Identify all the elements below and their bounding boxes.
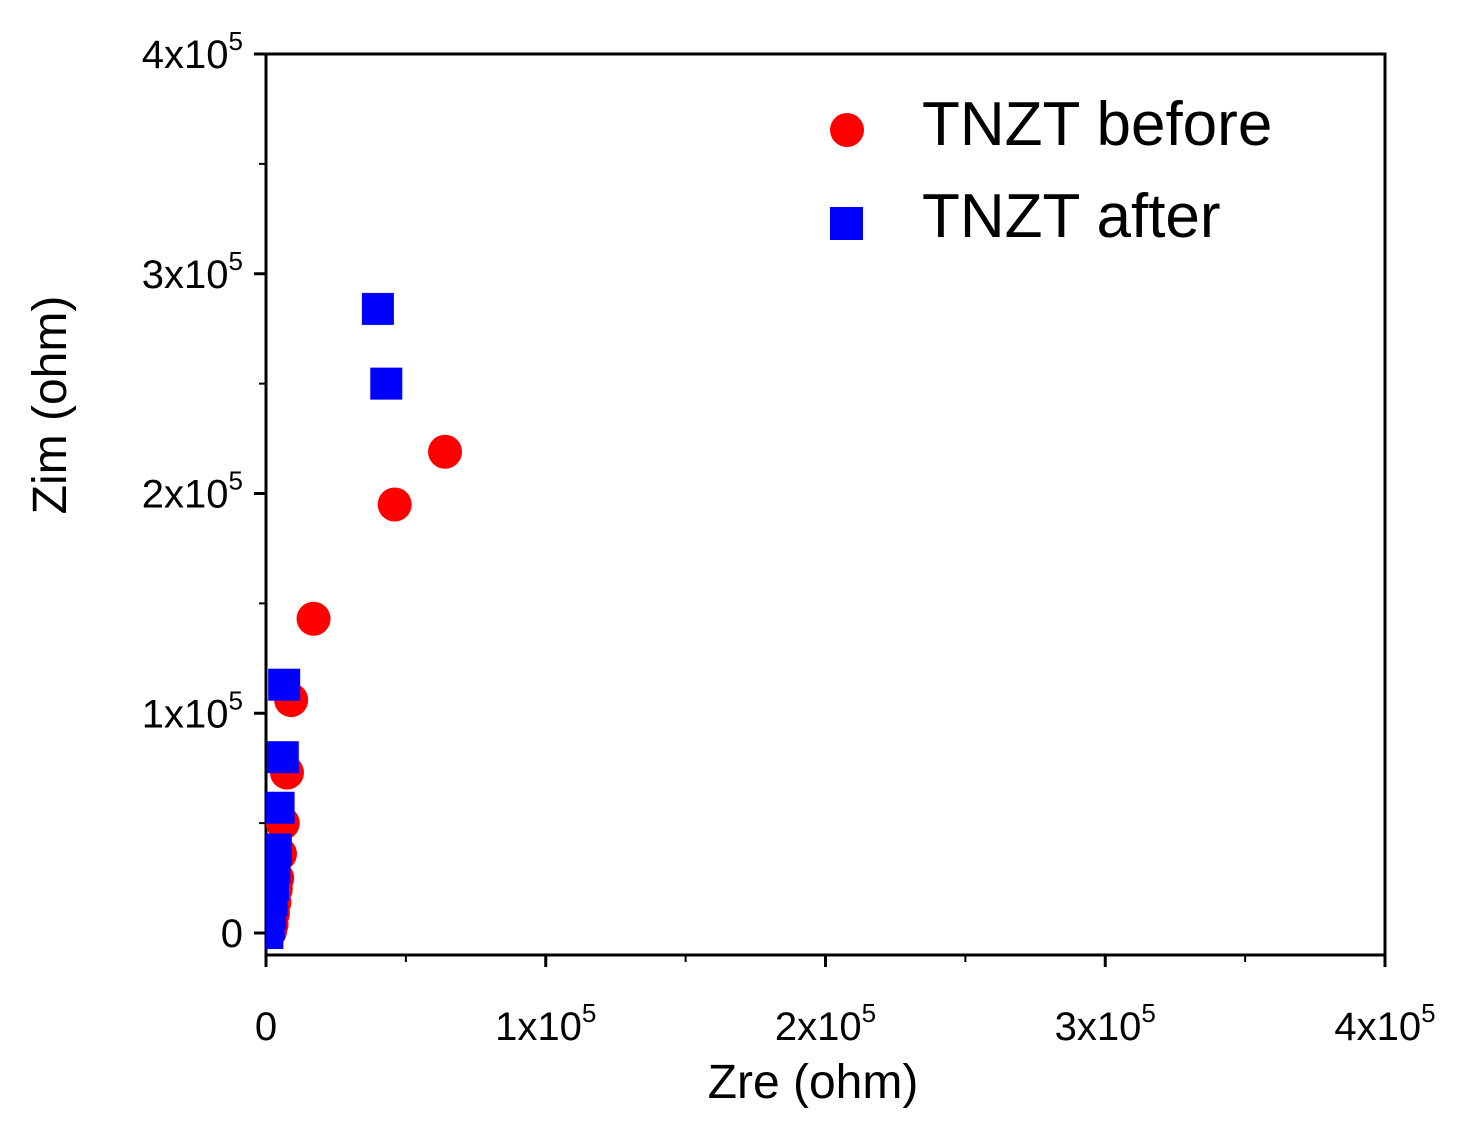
point-tnzt-after — [266, 741, 299, 774]
legend-marker-after — [830, 207, 863, 240]
legend-marker-before — [830, 113, 864, 147]
x-tick-label: 1x105 — [495, 998, 596, 1049]
y-tick-label: 1x105 — [142, 685, 243, 736]
data-points — [266, 292, 463, 949]
y-axis-title: Zim (ohm) — [24, 296, 77, 515]
point-tnzt-after — [266, 833, 292, 866]
x-tick-label: 3x105 — [1055, 998, 1156, 1049]
point-tnzt-after — [370, 367, 403, 400]
x-axis-title: Zre (ohm) — [708, 1056, 919, 1109]
y-tick-label: 2x105 — [142, 466, 243, 517]
point-tnzt-after — [268, 668, 301, 701]
point-tnzt-before — [377, 487, 412, 522]
x-tick-label: 2x105 — [775, 998, 876, 1049]
y-tick-label: 4x105 — [142, 26, 243, 77]
legend-label-after: TNZT after — [922, 182, 1221, 251]
x-tick-label: 0 — [255, 1005, 277, 1049]
legend-label-before: TNZT before — [922, 90, 1272, 159]
point-tnzt-after — [361, 292, 394, 325]
point-tnzt-before — [296, 601, 331, 636]
y-tick-label: 3x105 — [142, 246, 243, 297]
point-tnzt-before — [428, 434, 463, 469]
axis-ticks — [254, 52, 1387, 967]
point-tnzt-after — [266, 791, 295, 824]
legend: TNZT before TNZT after — [830, 90, 1272, 251]
x-tick-label: 4x105 — [1334, 998, 1435, 1049]
tick-labels: 0 1x105 2x105 3x105 4x105 0 1x105 2x105 3x105 4x1… — [142, 26, 1436, 1049]
y-tick-label: 0 — [221, 912, 243, 956]
